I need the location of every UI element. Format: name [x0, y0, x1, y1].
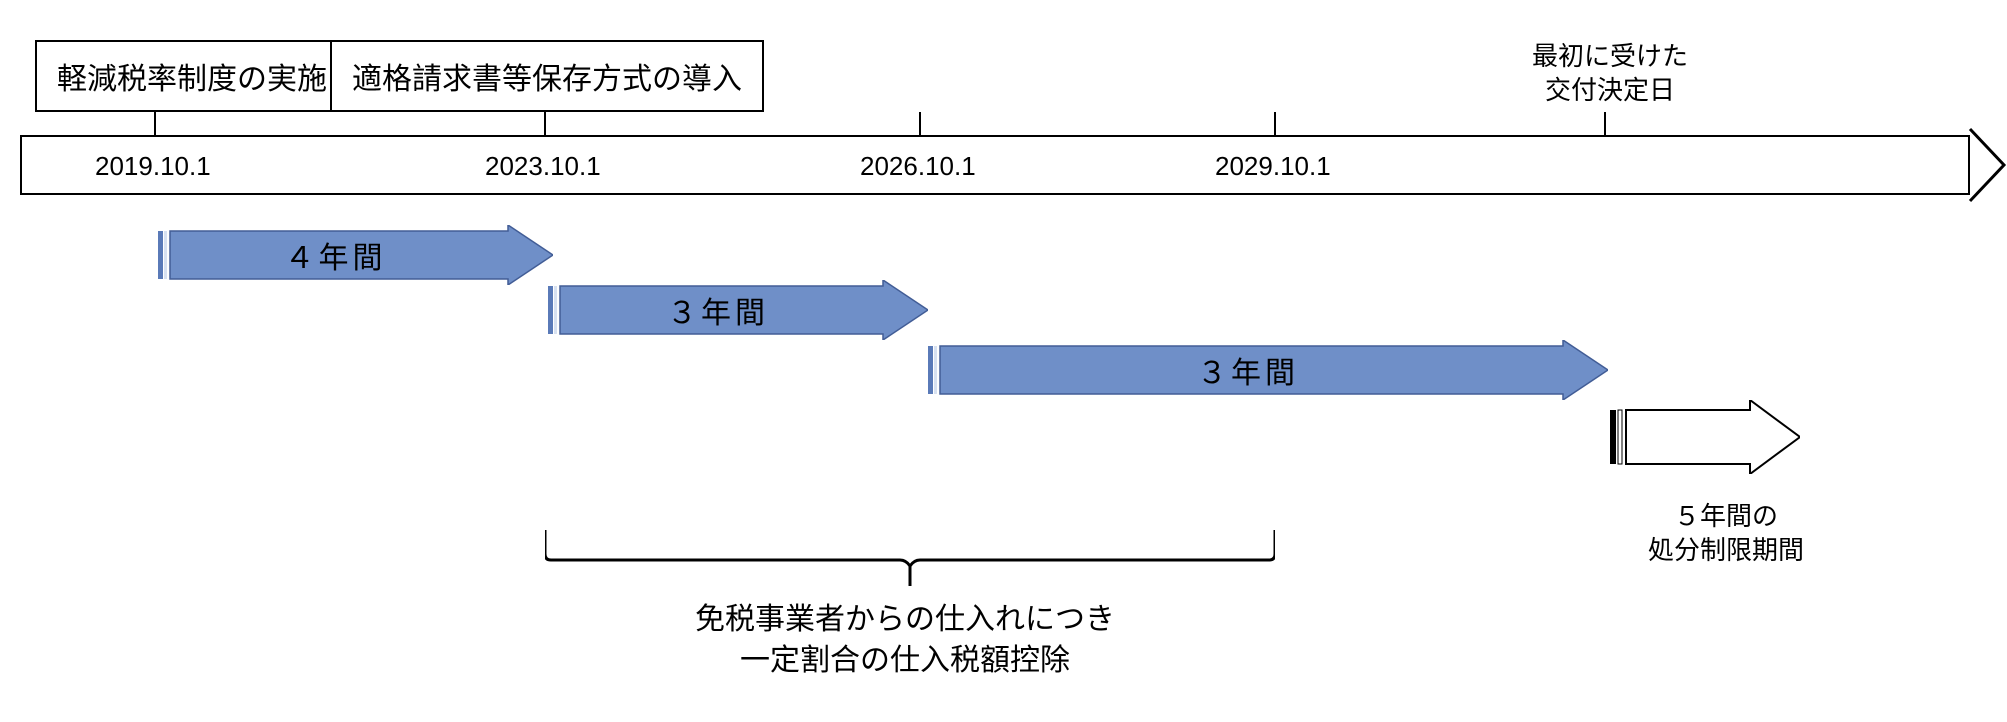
bracket-deduction-label: 免税事業者からの仕入れにつき 一定割合の仕入税額控除: [695, 600, 1115, 681]
box-invoice-system: 適格請求書等保存方式の導入: [330, 40, 764, 112]
arrow-4yr-label: ４年間: [158, 225, 553, 285]
final-label-line1: ５年間の: [1674, 501, 1778, 531]
arrow-final: [1610, 400, 1800, 474]
event-koufu-line1: 最初に受けた: [1532, 41, 1688, 71]
tick-2026: [919, 112, 921, 136]
bracket-line1: 免税事業者からの仕入れにつき: [695, 603, 1115, 636]
tick-2023: [544, 112, 546, 136]
event-koufu-line2: 交付決定日: [1545, 75, 1675, 105]
date-2029: 2029.10.1: [1215, 150, 1331, 183]
date-2026: 2026.10.1: [860, 150, 976, 183]
arrow-3yr-a: ３年間: [548, 280, 928, 340]
arrow-3yr-a-label: ３年間: [548, 280, 928, 340]
box-reduced-tax: 軽減税率制度の実施: [35, 40, 349, 112]
tick-2019: [154, 112, 156, 136]
final-arrow-label: ５年間の 処分制限期間: [1648, 500, 1804, 568]
final-label-line2: 処分制限期間: [1648, 535, 1804, 565]
timeline-end-arrow: [1968, 127, 2007, 203]
tick-2029: [1274, 112, 1276, 136]
arrow-final-shape: [1610, 400, 1800, 474]
arrow-3yr-b: ３年間: [928, 340, 1608, 400]
bracket-line2: 一定割合の仕入税額控除: [740, 644, 1070, 677]
date-2023: 2023.10.1: [485, 150, 601, 183]
arrow-4yr: ４年間: [158, 225, 553, 285]
event-koufu: 最初に受けた 交付決定日: [1525, 40, 1695, 108]
timeline-bar: [20, 135, 1970, 195]
arrow-3yr-b-label: ３年間: [928, 340, 1608, 400]
bracket-deduction: [545, 530, 1275, 590]
diagram-canvas: 2019.10.1 2023.10.1 2026.10.1 2029.10.1 …: [0, 0, 2007, 722]
date-2019: 2019.10.1: [95, 150, 211, 183]
tick-koufu: [1604, 112, 1606, 136]
